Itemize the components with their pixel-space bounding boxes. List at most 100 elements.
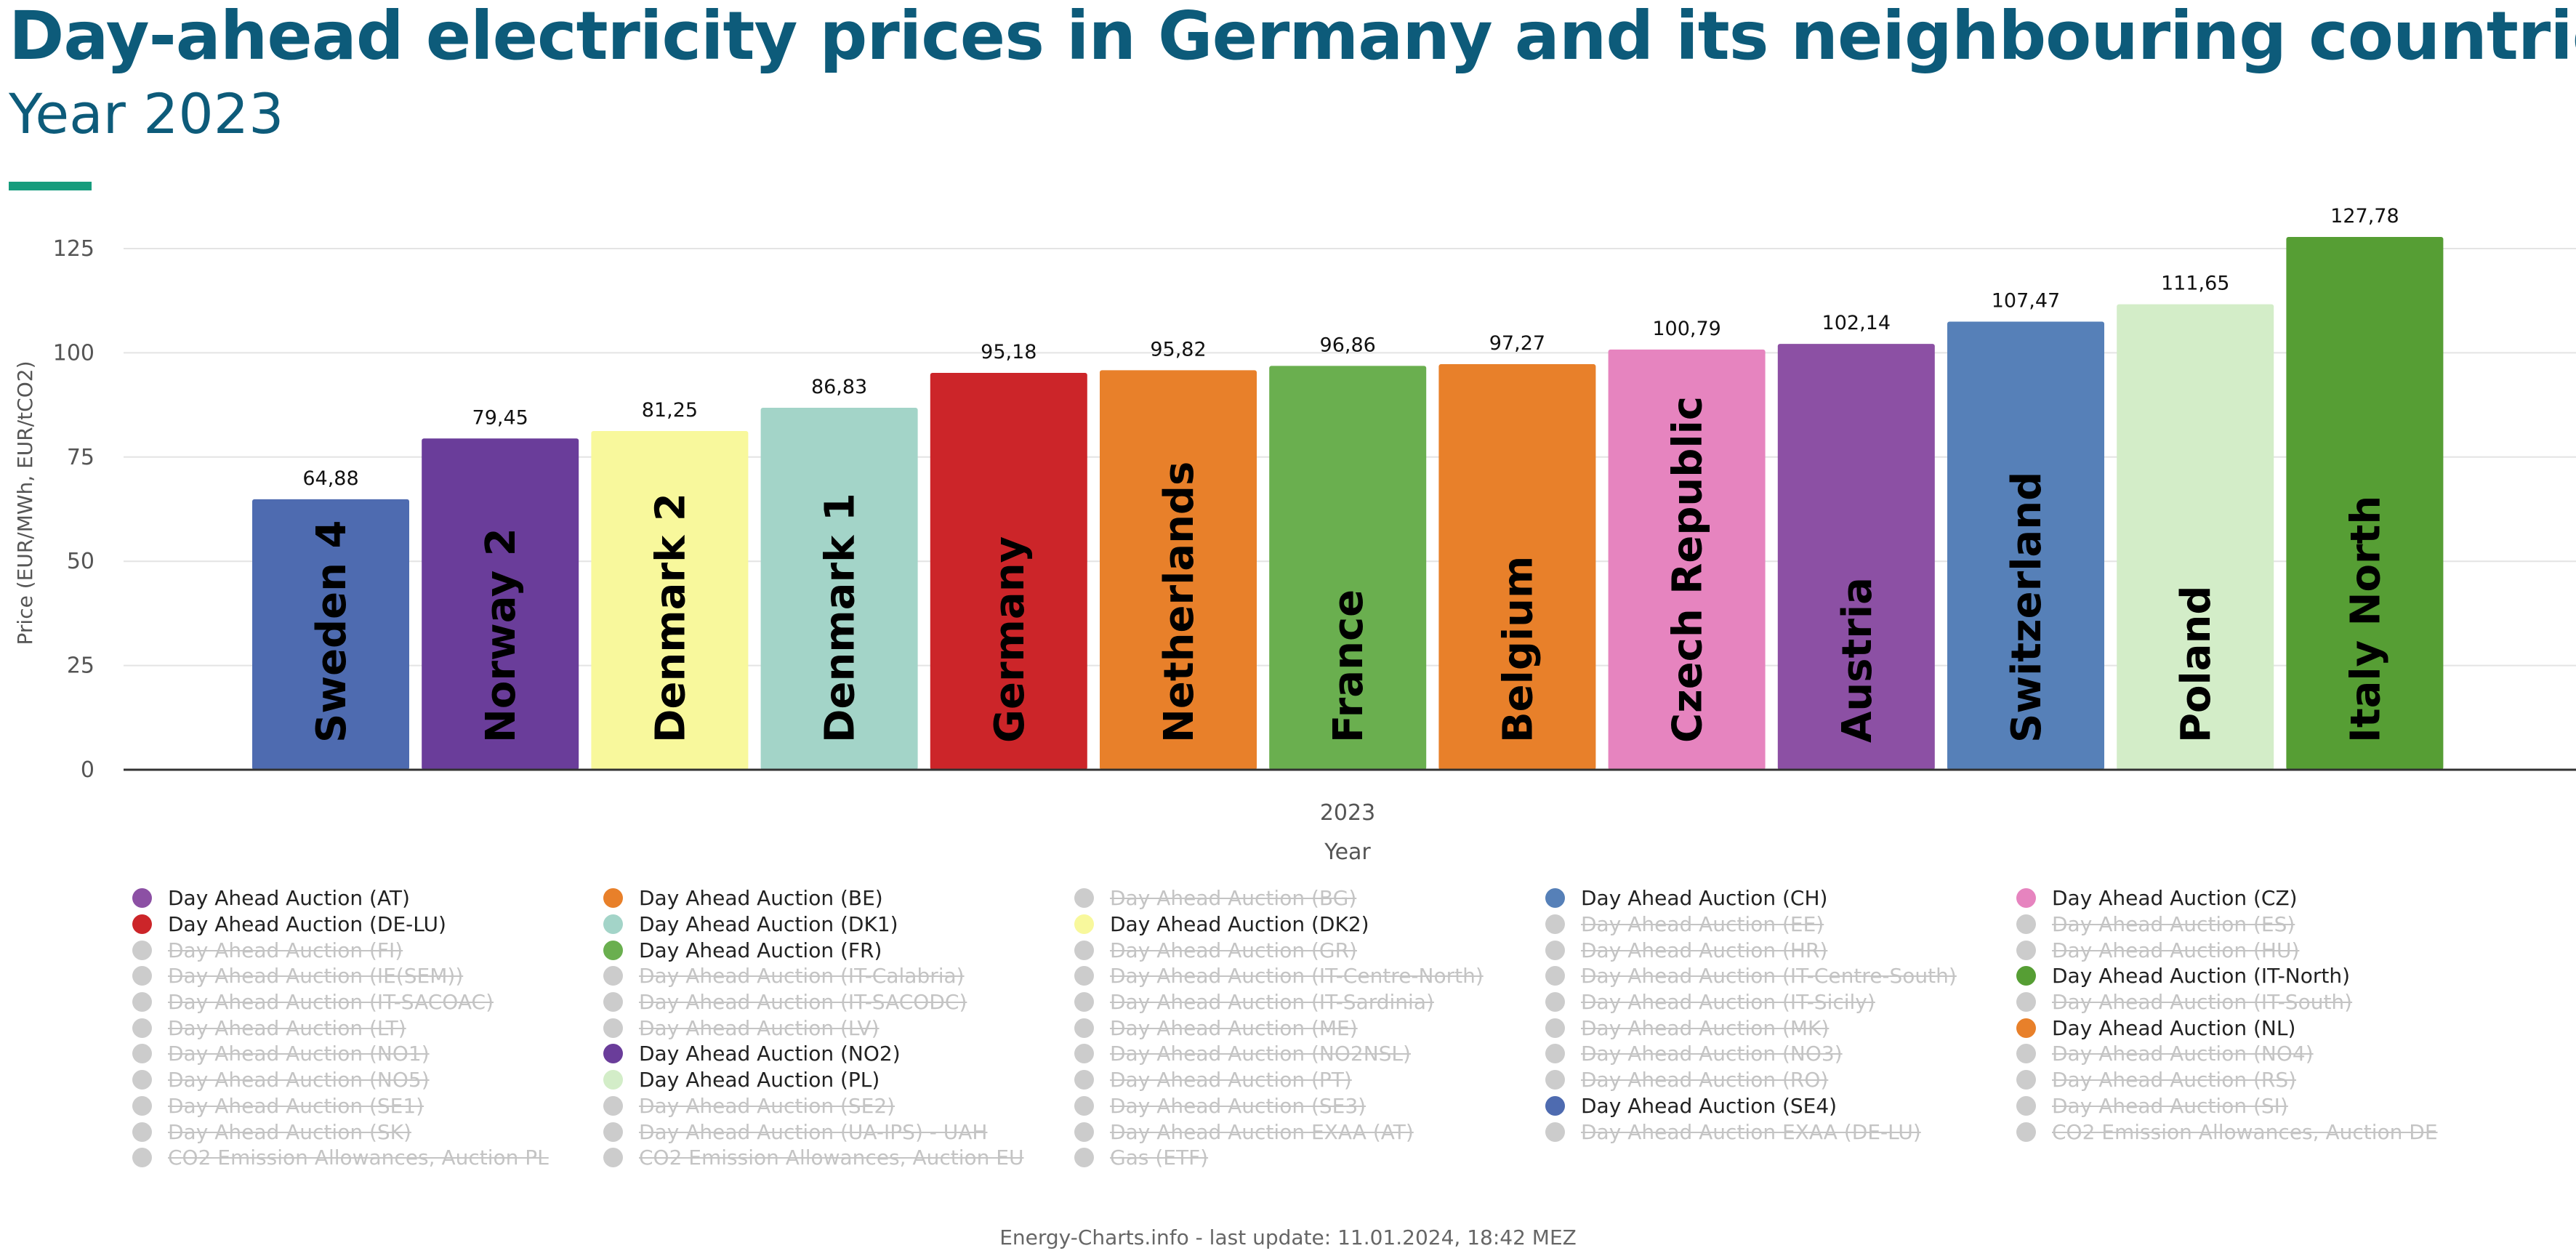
legend-item[interactable]: Day Ahead Auction (NL)	[2016, 1015, 2487, 1041]
legend-item[interactable]: Day Ahead Auction (NO5)	[132, 1067, 603, 1093]
legend-item[interactable]: Day Ahead Auction (NO2NSL)	[1074, 1041, 1545, 1067]
bar-label-italy-north: Italy North	[2342, 496, 2389, 743]
legend-item[interactable]: Day Ahead Auction (NO1)	[132, 1041, 603, 1067]
legend-item[interactable]: Gas (ETF)	[1074, 1145, 1545, 1171]
legend-item[interactable]: Day Ahead Auction (LV)	[603, 1015, 1074, 1041]
legend-label: Day Ahead Auction (SE4)	[1581, 1093, 1838, 1118]
bar-france[interactable]	[1269, 366, 1427, 770]
legend-item[interactable]: Day Ahead Auction (DE-LU)	[132, 911, 603, 938]
legend-item[interactable]: Day Ahead Auction (IT-Sardinia)	[1074, 989, 1545, 1015]
bar-italy-north[interactable]	[2286, 237, 2444, 770]
legend-item[interactable]: Day Ahead Auction (SI)	[2016, 1093, 2487, 1119]
legend-item[interactable]: Day Ahead Auction (FI)	[132, 937, 603, 963]
legend-item[interactable]: Day Ahead Auction (IT-Sicily)	[1545, 989, 2016, 1015]
legend-item[interactable]: Day Ahead Auction EXAA (DE-LU)	[1545, 1119, 2016, 1145]
legend-item[interactable]: Day Ahead Auction (PL)	[603, 1067, 1074, 1093]
legend-item[interactable]: Day Ahead Auction (CZ)	[2016, 885, 2487, 911]
legend-label: Day Ahead Auction (UA-IPS) - UAH	[639, 1119, 988, 1144]
y-tick-label: 25	[67, 653, 94, 679]
bar-belgium[interactable]	[1438, 364, 1596, 770]
legend-label: Day Ahead Auction (SE1)	[168, 1093, 424, 1118]
legend-item[interactable]: Day Ahead Auction (SE3)	[1074, 1093, 1545, 1119]
legend-marker	[2016, 1122, 2036, 1142]
legend-item[interactable]: Day Ahead Auction (GR)	[1074, 937, 1545, 963]
legend-item[interactable]: Day Ahead Auction (BG)	[1074, 885, 1545, 911]
legend-marker	[2016, 940, 2036, 960]
legend-item[interactable]: Day Ahead Auction (IT-SACOAC)	[132, 989, 603, 1015]
legend-item[interactable]: Day Ahead Auction (RO)	[1545, 1067, 2016, 1093]
legend-item[interactable]: Day Ahead Auction (IT-Centre-North)	[1074, 963, 1545, 989]
legend-item[interactable]: Day Ahead Auction (CH)	[1545, 885, 2016, 911]
legend-label: CO2 Emission Allowances, Auction DE	[2052, 1119, 2438, 1144]
legend-item[interactable]: Day Ahead Auction (SK)	[132, 1119, 603, 1145]
legend-marker	[1545, 914, 1565, 935]
bar-poland[interactable]	[2117, 304, 2274, 770]
legend-marker	[1074, 1148, 1094, 1168]
legend-item[interactable]: Day Ahead Auction (DK1)	[603, 911, 1074, 938]
legend-item[interactable]: Day Ahead Auction (IT-SACODC)	[603, 989, 1074, 1015]
legend-marker	[1545, 992, 1565, 1013]
bar-czech-republic[interactable]	[1608, 349, 1766, 770]
legend-item[interactable]: CO2 Emission Allowances, Auction DE	[2016, 1119, 2487, 1145]
legend-item[interactable]: Day Ahead Auction (FR)	[603, 937, 1074, 963]
legend-item[interactable]: Day Ahead Auction (IT-Calabria)	[603, 963, 1074, 989]
legend-item[interactable]: Day Ahead Auction (DK2)	[1074, 911, 1545, 938]
legend-label: Day Ahead Auction (AT)	[168, 886, 410, 911]
bar-label-belgium: Belgium	[1494, 556, 1542, 743]
legend-item[interactable]: Day Ahead Auction (UA-IPS) - UAH	[603, 1119, 1074, 1145]
legend-marker	[2016, 1044, 2036, 1064]
legend-item[interactable]: Day Ahead Auction (SE1)	[132, 1093, 603, 1119]
bar-sweden-4[interactable]	[252, 499, 409, 770]
legend-item[interactable]: Day Ahead Auction (LT)	[132, 1015, 603, 1041]
legend-item[interactable]: Day Ahead Auction (IT-North)	[2016, 963, 2487, 989]
legend-item[interactable]: Day Ahead Auction (PT)	[1074, 1067, 1545, 1093]
legend-label: Day Ahead Auction (LV)	[639, 1015, 880, 1040]
legend-marker	[1545, 1070, 1565, 1090]
legend-item[interactable]: Day Ahead Auction (BE)	[603, 885, 1074, 911]
legend-label: Day Ahead Auction (GR)	[1110, 938, 1357, 962]
legend-marker	[132, 888, 152, 909]
legend-label: Day Ahead Auction (RS)	[2052, 1068, 2297, 1092]
legend-item[interactable]: CO2 Emission Allowances, Auction EU	[603, 1145, 1074, 1171]
legend-marker	[1545, 940, 1565, 960]
value-label-poland: 111,65	[2161, 273, 2229, 295]
legend-item[interactable]: Day Ahead Auction (ES)	[2016, 911, 2487, 938]
legend-label: Day Ahead Auction (CH)	[1581, 886, 1828, 911]
legend-item[interactable]: Day Ahead Auction EXAA (AT)	[1074, 1119, 1545, 1145]
legend-item[interactable]: Day Ahead Auction (IT-South)	[2016, 989, 2487, 1015]
legend-item[interactable]: Day Ahead Auction (EE)	[1545, 911, 2016, 938]
bar-label-denmark-2: Denmark 2	[647, 493, 694, 743]
bar-denmark-1[interactable]	[760, 407, 918, 770]
legend-item[interactable]: Day Ahead Auction (RS)	[2016, 1067, 2487, 1093]
legend-item[interactable]: Day Ahead Auction (MK)	[1545, 1015, 2016, 1041]
legend-label: Day Ahead Auction (NO1)	[168, 1042, 430, 1066]
legend-item[interactable]: Day Ahead Auction (NO4)	[2016, 1041, 2487, 1067]
bar-netherlands[interactable]	[1100, 370, 1257, 770]
legend-item[interactable]: Day Ahead Auction (AT)	[132, 885, 603, 911]
legend-label: Day Ahead Auction (DK2)	[1110, 912, 1369, 937]
bar-label-france: France	[1325, 589, 1372, 743]
legend-item[interactable]: Day Ahead Auction (ME)	[1074, 1015, 1545, 1041]
bar-denmark-2[interactable]	[591, 430, 749, 770]
legend-item[interactable]: Day Ahead Auction (IT-Centre-South)	[1545, 963, 2016, 989]
bar-norway-2[interactable]	[422, 438, 579, 770]
legend-item[interactable]: CO2 Emission Allowances, Auction PL	[132, 1145, 603, 1171]
bar-switzerland[interactable]	[1947, 321, 2104, 770]
legend-item[interactable]: Day Ahead Auction (SE4)	[1545, 1093, 2016, 1119]
legend-item[interactable]: Day Ahead Auction (HR)	[1545, 937, 2016, 963]
legend-label: Day Ahead Auction (IT-Calabria)	[639, 964, 965, 989]
legend-item[interactable]: Day Ahead Auction (IE(SEM))	[132, 963, 603, 989]
legend-label: Day Ahead Auction (RO)	[1581, 1068, 1829, 1092]
legend-item[interactable]: Day Ahead Auction (NO2)	[603, 1041, 1074, 1067]
legend-item[interactable]: Day Ahead Auction (SE2)	[603, 1093, 1074, 1119]
legend-marker	[1545, 1044, 1565, 1064]
legend-label: Day Ahead Auction (ME)	[1110, 1015, 1358, 1040]
value-label-czech-republic: 100,79	[1652, 318, 1720, 340]
legend-item[interactable]: Day Ahead Auction (HU)	[2016, 937, 2487, 963]
legend-item[interactable]: Day Ahead Auction (NO3)	[1545, 1041, 2016, 1067]
bar-germany[interactable]	[930, 373, 1087, 770]
y-tick-label: 100	[53, 340, 94, 366]
legend-label: Gas (ETF)	[1110, 1146, 1209, 1170]
bar-austria[interactable]	[1777, 344, 1935, 770]
chart-title: Day-ahead electricity prices in Germany …	[9, 0, 2576, 75]
